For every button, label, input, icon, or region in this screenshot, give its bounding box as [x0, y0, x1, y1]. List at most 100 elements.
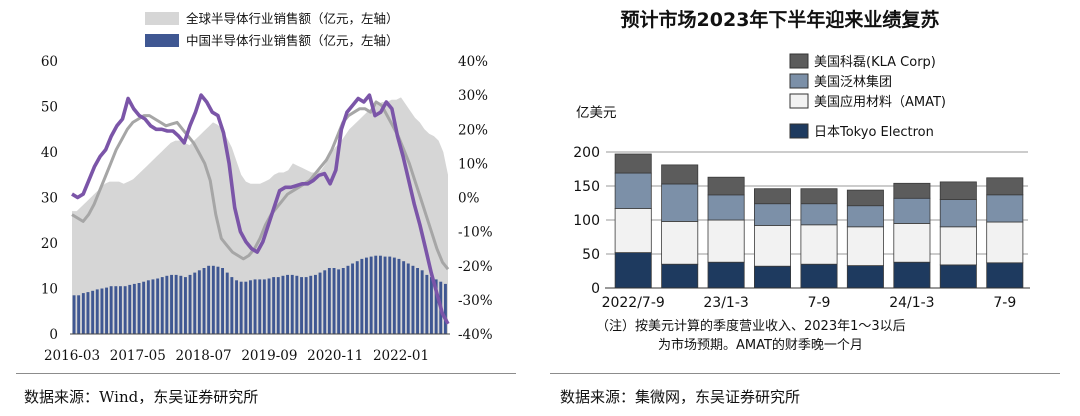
stacked-bar-segment: [846, 205, 884, 228]
right-x-axis-ticks: 2022/7-9 23/1-3 7-9 24/1-3 7-9: [602, 295, 1017, 311]
china-sales-bar: [160, 277, 164, 334]
china-sales-bar: [202, 268, 206, 334]
china-sales-bar: [146, 280, 150, 334]
china-sales-bar: [105, 287, 108, 334]
china-sales-bar: [300, 277, 303, 334]
stacked-bar-segment: [661, 183, 699, 222]
right-y-tick-label: 10%: [458, 156, 488, 172]
china-sales-bar: [295, 275, 299, 334]
china-sales-bar: [444, 283, 447, 334]
right-stacked-bars: [614, 153, 1024, 289]
china-sales-bar: [77, 295, 81, 334]
stacked-bar-segment: [800, 203, 838, 226]
china-sales-bars: [72, 255, 447, 335]
china-sales-bar: [225, 272, 229, 334]
china-sales-bar: [258, 279, 262, 334]
china-sales-bar: [123, 286, 127, 334]
left-y-tick-label: 10: [41, 282, 58, 298]
china-sales-bar: [193, 272, 197, 334]
stacked-bar-segment: [846, 189, 884, 207]
china-sales-bar: [197, 270, 201, 334]
china-sales-bar: [286, 274, 289, 334]
china-sales-bar: [416, 268, 419, 334]
left-y-tick-label: 0: [49, 327, 58, 343]
left-y-tick-label: 20: [41, 236, 58, 252]
legend-swatch-global: [145, 12, 179, 25]
stacked-bar-segment: [939, 264, 977, 289]
stacked-bar-segment: [661, 220, 699, 265]
right-y-axis-ticks: 0 50 100 150 200: [573, 145, 600, 297]
china-sales-bar: [81, 293, 85, 334]
china-sales-bar: [402, 261, 406, 334]
legend-label-china: 中国半导体行业销售额（亿元，左轴）: [186, 33, 399, 48]
right-y-tick-label: -30%: [458, 293, 493, 309]
china-sales-bar: [221, 268, 224, 334]
stacked-bar-segment: [614, 252, 652, 289]
left-y-axis-ticks: 0 10 20 30 40 50 60: [41, 54, 58, 343]
china-sales-bar: [239, 281, 243, 334]
china-sales-bar: [355, 261, 359, 334]
left-y-tick-label: 30: [41, 191, 58, 207]
stacked-bar-segment: [754, 203, 792, 226]
china-sales-bar: [425, 274, 429, 334]
x-tick-label: 2019-09: [241, 348, 297, 364]
stacked-bar-segment: [893, 261, 931, 289]
right-x-tick-label: 23/1-3: [703, 295, 748, 311]
china-sales-bar: [341, 268, 345, 334]
china-sales-bar: [174, 274, 178, 334]
right-x-tick-label: 2022/7-9: [602, 295, 665, 311]
right-y-tick-label: 150: [573, 179, 600, 195]
china-sales-bar: [411, 265, 415, 335]
left-source-note: 数据来源：Wind，东吴证券研究所: [24, 388, 259, 406]
right-y-tick-label: -10%: [458, 225, 493, 241]
stacked-bar-segment: [707, 194, 745, 221]
china-sales-bar: [374, 255, 378, 334]
legend-swatch-china: [145, 34, 179, 47]
china-sales-bar: [156, 278, 160, 334]
stacked-bar-segment: [846, 226, 884, 267]
china-sales-bar: [184, 277, 187, 334]
right-chart-title: 预计市场2023年下半年迎来业绩复苏: [621, 8, 940, 31]
stacked-bar-segment: [661, 164, 699, 185]
stacked-bar-segment: [800, 263, 838, 289]
legend-label-lam: 美国泛林集团: [814, 74, 892, 90]
china-sales-bar: [114, 286, 118, 334]
stacked-bar-segment: [939, 181, 977, 200]
china-sales-bar: [337, 269, 341, 334]
stacked-bar-segment: [893, 182, 931, 199]
china-sales-bar: [267, 278, 271, 334]
stacked-bar-segment: [707, 219, 745, 263]
stacked-bar-segment: [986, 177, 1024, 196]
left-y-tick-label: 40: [41, 145, 58, 161]
china-sales-bar: [369, 256, 373, 334]
right-y-tick-label: 200: [573, 145, 600, 161]
growth-lines: [71, 93, 450, 325]
china-sales-bar: [207, 265, 211, 335]
right-source-note: 数据来源：集微网，东吴证券研究所: [560, 388, 801, 406]
right-chart: 预计市场2023年下半年迎来业绩复苏 美国科磊(KLA Corp) 美国泛林集团…: [573, 8, 1030, 353]
china-sales-bar: [420, 270, 424, 334]
china-sales-bar: [230, 277, 234, 334]
right-y-tick-label: 0: [591, 281, 600, 297]
right-y-tick-label: 50: [582, 247, 600, 263]
china-sales-bar: [100, 288, 104, 334]
stacked-bar-segment: [614, 207, 652, 253]
stacked-bar-segment: [707, 176, 745, 196]
china-sales-bar: [211, 265, 215, 335]
legend-swatch-tel: [789, 123, 809, 139]
left-chart: 0 10 20 30 40 50 60 -40% -30% -20% -10% 0% 10% 20% 30…: [41, 11, 493, 364]
china-sales-bar: [249, 280, 252, 334]
china-sales-bar: [119, 286, 122, 334]
china-sales-bar: [132, 283, 136, 334]
stacked-bar-segment: [800, 188, 838, 205]
china-sales-bar: [434, 279, 438, 334]
china-sales-bar: [142, 281, 146, 334]
china-sales-bar: [244, 281, 248, 334]
right-y-tick-label: 30%: [458, 88, 488, 104]
right-y-axis-label: 亿美元: [576, 105, 617, 121]
china-sales-bar: [179, 275, 183, 334]
stacked-bar-segment: [707, 261, 745, 289]
x-tick-label: 2018-07: [176, 348, 232, 364]
china-sales-bar: [406, 263, 410, 334]
